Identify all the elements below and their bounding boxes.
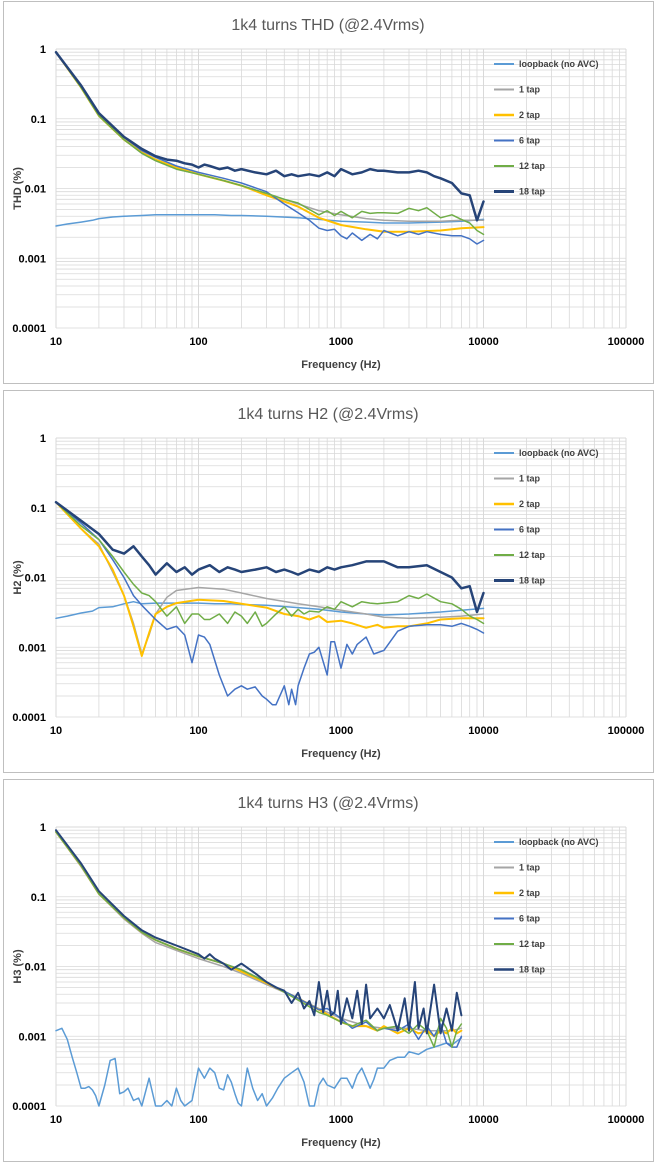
legend: loopback (no AVC) 1 tap 2 tap 6 tap 12 tap 18… [494, 59, 599, 197]
series-line-12-tap [55, 501, 485, 628]
x-tick-label: 1000 [329, 725, 353, 737]
y-tick-label: 0.001 [18, 1031, 46, 1043]
x-tick-label: 10 [50, 336, 62, 348]
y-tick-label: 1 [40, 44, 46, 56]
gridlines [55, 48, 627, 329]
legend-label: loopback (no AVC) [519, 59, 599, 69]
y-axis-label: H2 (%) [12, 560, 24, 595]
legend-label: 1 tap [519, 85, 541, 95]
x-tick-label: 100000 [608, 336, 645, 348]
x-tick-label: 10000 [468, 725, 499, 737]
chart-panel-h2: 1k4 turns H2 (@2.4Vrms) 10 100 1000 10000 100… [3, 390, 654, 773]
legend-label: 2 tap [519, 888, 541, 898]
legend-label: 12 tap [519, 550, 546, 560]
legend-label: 6 tap [519, 136, 541, 146]
h3-chart: 1k4 turns H3 (@2.4Vrms) 10 100 1000 10000 100… [12, 795, 645, 1149]
x-tick-label: 10000 [468, 336, 499, 348]
series-line-2-tap [55, 51, 485, 233]
series-line-loopback-no-avc- [55, 600, 485, 620]
series-line-1-tap [55, 501, 485, 655]
chart-panel-h3: 1k4 turns H3 (@2.4Vrms) 10 100 1000 10000 100… [3, 779, 654, 1162]
h2-chart: 1k4 turns H2 (@2.4Vrms) 10 100 1000 10000 100… [12, 406, 645, 760]
legend-label: 18 tap [519, 965, 546, 975]
y-axis-label: THD (%) [12, 167, 24, 210]
y-tick-label: 1 [40, 433, 46, 445]
chart-title: 1k4 turns H3 (@2.4Vrms) [237, 795, 418, 812]
x-tick-label: 1000 [329, 336, 353, 348]
y-tick-label: 0.1 [31, 503, 46, 515]
series-line-18-tap [55, 829, 463, 1035]
x-tick-label: 10 [50, 725, 62, 737]
series-line-2-tap [55, 830, 463, 1038]
series-line-12-tap [55, 51, 485, 236]
y-tick-label: 0.0001 [12, 712, 46, 724]
chart-title: 1k4 turns H2 (@2.4Vrms) [237, 406, 418, 423]
chart-title: 1k4 turns THD (@2.4Vrms) [231, 17, 424, 34]
legend: loopback (no AVC) 1 tap 2 tap 6 tap 12 tap 18… [494, 448, 599, 586]
y-tick-label: 0.1 [31, 892, 46, 904]
thd-chart: 1k4 turns THD (@2.4Vrms)10 100 1000 10000 10… [12, 17, 645, 371]
x-tick-label: 100 [189, 336, 207, 348]
series-line-loopback-no-avc- [55, 1027, 463, 1107]
legend-label: 12 tap [519, 161, 546, 171]
y-tick-label: 0.001 [18, 253, 46, 265]
legend-label: 18 tap [519, 576, 546, 586]
x-tick-label: 100000 [608, 725, 645, 737]
y-tick-label: 0.01 [25, 962, 46, 974]
gridlines [55, 437, 627, 718]
series-line-6-tap [55, 51, 485, 245]
legend-label: 2 tap [519, 499, 541, 509]
x-axis-label: Frequency (Hz) [301, 1137, 381, 1149]
x-tick-label: 100 [189, 1114, 207, 1126]
y-axis-label: H3 (%) [12, 949, 24, 984]
x-axis-label: Frequency (Hz) [301, 748, 381, 760]
x-tick-label: 10000 [468, 1114, 499, 1126]
series-line-2-tap [55, 501, 485, 657]
legend-label: 1 tap [519, 474, 541, 484]
series-line-6-tap [55, 501, 485, 706]
x-tick-label: 10 [50, 1114, 62, 1126]
legend-label: 1 tap [519, 863, 541, 873]
y-tick-label: 0.01 [25, 573, 46, 585]
chart-panel-thd: 1k4 turns THD (@2.4Vrms) 10 100 1000 10000 10… [3, 1, 654, 384]
x-tick-label: 100000 [608, 1114, 645, 1126]
y-tick-label: 0.1 [31, 114, 46, 126]
series-line-loopback-no-avc- [55, 214, 485, 227]
x-tick-label: 100 [189, 725, 207, 737]
legend-label: 2 tap [519, 110, 541, 120]
y-tick-label: 0.001 [18, 642, 46, 654]
gridlines [55, 826, 627, 1107]
y-tick-label: 0.0001 [12, 1101, 46, 1113]
legend-label: 12 tap [519, 939, 546, 949]
series-line-1-tap [55, 831, 463, 1032]
series-line-18-tap [54, 500, 485, 614]
y-tick-label: 0.0001 [12, 323, 46, 335]
x-tick-label: 1000 [329, 1114, 353, 1126]
legend-label: loopback (no AVC) [519, 837, 599, 847]
legend-label: 6 tap [519, 914, 541, 924]
y-tick-label: 1 [40, 822, 46, 834]
legend-label: loopback (no AVC) [519, 448, 599, 458]
legend: loopback (no AVC) 1 tap 2 tap 6 tap 12 tap 18… [494, 837, 599, 975]
legend-label: 18 tap [519, 187, 546, 197]
x-axis-label: Frequency (Hz) [301, 359, 381, 371]
series-line-18-tap [54, 50, 485, 222]
legend-label: 6 tap [519, 525, 541, 535]
y-tick-label: 0.01 [25, 184, 46, 196]
